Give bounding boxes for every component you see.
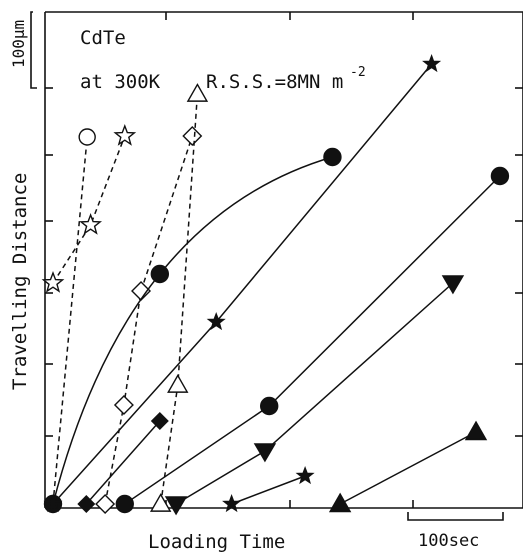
series-5-point-1 <box>206 312 226 331</box>
series-7-point-2 <box>490 166 510 186</box>
series-0-point-1 <box>78 128 96 146</box>
series-6-point-0 <box>77 495 96 513</box>
series-1-point-1 <box>79 213 102 235</box>
x-scale-label: 100sec <box>418 531 479 551</box>
series-4-point-2 <box>323 147 342 167</box>
series-0 <box>44 128 96 513</box>
series-8-point-1 <box>253 443 277 463</box>
series-2-point-0 <box>95 494 116 514</box>
series-layer <box>41 53 510 516</box>
series-10-point-1 <box>464 420 488 441</box>
y-scale-bracket <box>30 11 37 89</box>
annotation-rss-exponent: -2 <box>350 65 366 80</box>
series-3-point-1 <box>167 374 189 393</box>
series-4-line <box>52 156 333 505</box>
series-8 <box>164 275 465 516</box>
axis-ticks <box>45 12 523 508</box>
series-3 <box>149 83 209 512</box>
series-9-point-1 <box>295 466 315 485</box>
y-scale-label: 100μm <box>9 20 28 68</box>
series-1-point-2 <box>113 124 137 146</box>
series-3-line <box>159 93 199 505</box>
series-2 <box>95 126 203 514</box>
series-6-point-1 <box>150 412 169 430</box>
series-10 <box>328 420 488 513</box>
series-5-point-2 <box>422 53 442 73</box>
series-2-line <box>104 135 194 505</box>
series-9-line <box>231 475 306 505</box>
series-5-line <box>52 63 433 505</box>
annotation-rss: R.S.S.=8MN m <box>206 71 343 93</box>
series-9 <box>222 466 315 513</box>
series-10-line <box>339 431 477 505</box>
series-7-point-1 <box>260 396 279 416</box>
series-6 <box>77 412 169 513</box>
series-1 <box>41 124 137 293</box>
series-9-point-0 <box>222 494 242 513</box>
series-2-point-3 <box>182 126 203 146</box>
series-3-point-2 <box>186 83 209 102</box>
y-axis-label: Travelling Distance <box>9 173 31 390</box>
x-axis-label: Loading Time <box>148 531 285 553</box>
series-1-point-0 <box>41 271 65 293</box>
series-4-point-1 <box>150 264 170 284</box>
series-10-point-0 <box>328 492 352 513</box>
x-scale-bar: 100sec <box>407 512 504 551</box>
annotation-material: CdTe <box>80 27 126 49</box>
series-3-point-0 <box>149 493 172 512</box>
series-5 <box>43 53 442 513</box>
annotation-conditions: at 300K <box>80 71 161 93</box>
series-6-line <box>85 420 161 505</box>
series-0-line <box>52 136 88 505</box>
series-1-line <box>52 135 126 284</box>
series-2-point-1 <box>113 395 134 415</box>
series-8-point-2 <box>441 275 465 295</box>
series-7 <box>115 166 510 514</box>
series-5-point-0 <box>43 494 63 513</box>
y-scale-bar: 100μm <box>9 11 37 89</box>
series-7-point-0 <box>115 494 134 514</box>
x-scale-bracket <box>407 512 504 521</box>
series-8-point-0 <box>164 496 188 516</box>
